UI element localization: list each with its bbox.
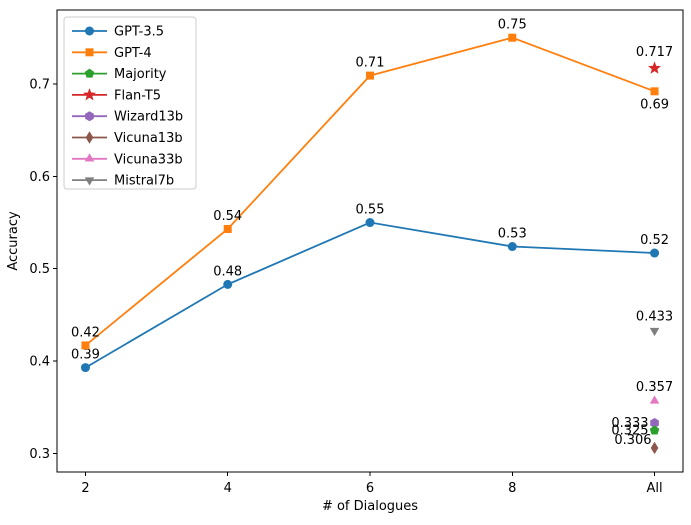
circle-marker: [365, 218, 375, 228]
triangle-down-marker: [84, 177, 95, 186]
data-label: 0.333: [611, 416, 648, 431]
legend-label: GPT-4: [114, 46, 152, 61]
legend-item-mistral7b: Mistral7b: [72, 174, 174, 189]
data-label: 0.39: [71, 348, 100, 363]
point-mistral7b: 0.433: [636, 310, 673, 337]
data-label: 0.53: [498, 227, 527, 242]
legend-item-vicuna33b: Vicuna33b: [72, 152, 183, 167]
y-axis: 0.3 0.4 0.5 0.6 0.7: [29, 77, 57, 462]
y-tick-label: 0.7: [29, 77, 50, 92]
x-tick-label: 4: [224, 481, 232, 496]
square-marker: [223, 224, 232, 233]
y-tick-label: 0.4: [29, 355, 50, 370]
x-axis: 2 4 6 8 All: [81, 472, 663, 496]
data-label: 0.54: [213, 209, 242, 224]
legend-item-flan-t5: Flan-T5: [72, 88, 161, 103]
data-label: 0.52: [640, 233, 669, 248]
legend-item-majority: Majority: [72, 67, 167, 82]
hexagon-marker: [85, 111, 94, 122]
data-label: 0.48: [213, 264, 242, 279]
data-label: 0.357: [636, 380, 673, 395]
data-label: 0.42: [71, 325, 100, 340]
legend-box: [63, 16, 197, 190]
legend: GPT-3.5 GPT-4 Majority Flan-T5 Wizard13b Vicu…: [63, 16, 197, 190]
x-tick-label: All: [646, 481, 662, 496]
data-label: 0.55: [356, 203, 385, 218]
square-marker: [81, 341, 90, 350]
x-tick-label: 6: [366, 481, 374, 496]
series-gpt-4: 0.42 0.54 0.71 0.75 0.69: [71, 18, 669, 350]
data-label: 0.75: [498, 18, 527, 33]
data-label: 0.433: [636, 310, 673, 325]
star-marker: [648, 61, 662, 74]
legend-item-vicuna13b: Vicuna13b: [72, 131, 183, 146]
circle-marker: [650, 248, 660, 258]
pentagon-marker: [649, 425, 660, 435]
triangle-down-marker: [649, 327, 660, 337]
square-marker: [85, 48, 94, 57]
data-label: 0.71: [356, 56, 385, 71]
circle-marker: [85, 26, 94, 36]
x-axis-title: # of Dialogues: [322, 499, 418, 514]
legend-item-wizard13b: Wizard13b: [72, 110, 183, 125]
data-label: 0.306: [614, 433, 651, 448]
data-label: 0.325: [611, 423, 648, 438]
legend-label: GPT-3.5: [114, 25, 164, 40]
series-line: [85, 221, 655, 369]
y-tick-label: 0.6: [29, 170, 50, 185]
thin-diamond-marker: [650, 441, 659, 455]
star-marker: [83, 88, 96, 101]
legend-label: Vicuna13b: [114, 131, 183, 146]
data-label: 0.717: [636, 45, 673, 60]
legend-label: Flan-T5: [114, 88, 161, 103]
triangle-up-marker: [84, 153, 95, 162]
x-tick-label: 8: [508, 481, 516, 496]
thin-diamond-marker: [85, 131, 94, 144]
square-marker: [650, 87, 659, 96]
point-wizard13b: 0.333: [611, 416, 659, 431]
point-vicuna13b: 0.306: [614, 433, 659, 455]
point-majority: 0.325: [611, 423, 660, 438]
y-tick-label: 0.3: [29, 447, 50, 462]
legend-label: Mistral7b: [114, 174, 174, 189]
circle-marker: [507, 242, 517, 252]
circle-marker: [80, 363, 90, 373]
y-tick-label: 0.5: [29, 262, 50, 277]
legend-label: Vicuna33b: [114, 152, 183, 167]
square-marker: [508, 33, 517, 42]
legend-label: Wizard13b: [114, 110, 183, 125]
legend-item-gpt-4: GPT-4: [72, 46, 152, 61]
hexagon-marker: [650, 418, 659, 429]
pentagon-marker: [84, 68, 95, 78]
legend-item-gpt-3-5: GPT-3.5: [72, 25, 164, 40]
x-tick-label: 2: [81, 481, 89, 496]
square-marker: [366, 71, 374, 80]
triangle-up-marker: [649, 395, 660, 404]
y-axis-title: Accuracy: [6, 211, 21, 271]
point-vicuna33b: 0.357: [636, 380, 673, 404]
legend-label: Majority: [114, 67, 167, 82]
series-gpt-3-5: 0.39 0.48 0.55 0.53 0.52: [71, 203, 669, 373]
data-label: 0.69: [640, 97, 669, 112]
point-flan-t5: 0.717: [636, 45, 673, 74]
circle-marker: [223, 279, 233, 289]
